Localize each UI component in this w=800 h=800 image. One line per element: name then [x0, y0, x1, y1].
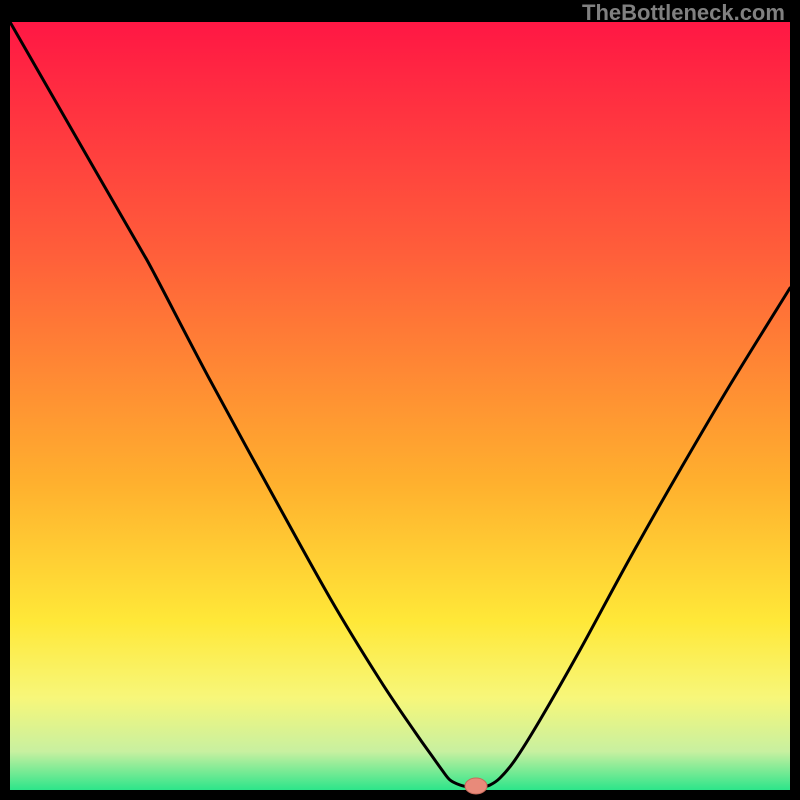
bottleneck-minimum-marker: [465, 778, 487, 794]
bottleneck-curve: [0, 0, 800, 800]
